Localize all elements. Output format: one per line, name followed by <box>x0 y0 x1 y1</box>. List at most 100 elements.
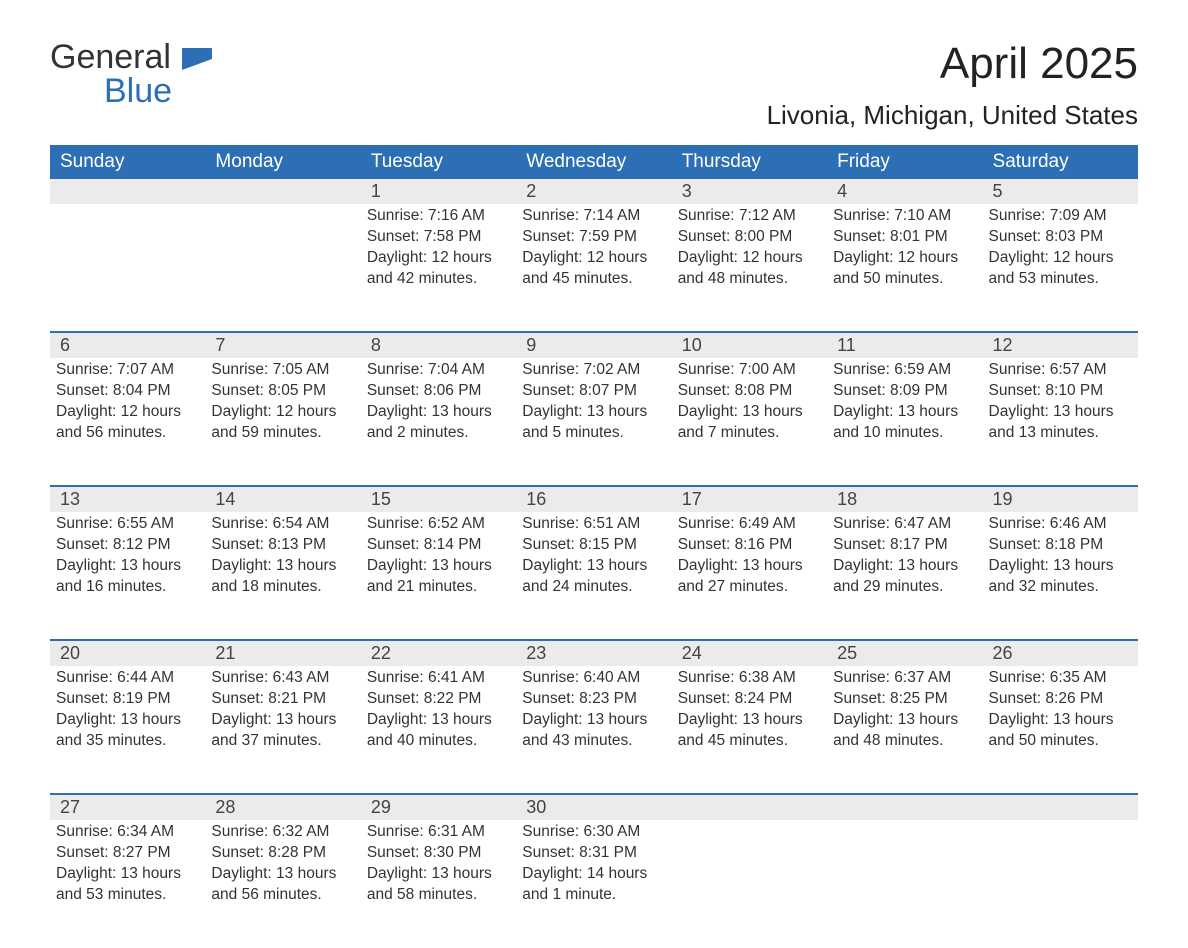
day-cell: Sunrise: 7:04 AMSunset: 8:06 PMDaylight:… <box>361 358 516 486</box>
day-details: Sunrise: 6:54 AMSunset: 8:13 PMDaylight:… <box>211 512 354 598</box>
sunset-label: Sunset: <box>367 690 424 707</box>
day-details: Sunrise: 6:55 AMSunset: 8:12 PMDaylight:… <box>56 512 199 598</box>
daylight-label: Daylight: <box>367 403 432 420</box>
sunrise-label: Sunrise: <box>989 207 1050 224</box>
sunrise-label: Sunrise: <box>367 823 428 840</box>
sunrise-label: Sunrise: <box>211 823 272 840</box>
sunset-label: Sunset: <box>522 228 579 245</box>
day-details: Sunrise: 7:09 AMSunset: 8:03 PMDaylight:… <box>989 204 1132 290</box>
daylight-hours: 13 <box>431 403 448 420</box>
sunset-value: 8:19 PM <box>113 690 171 707</box>
sunrise-label: Sunrise: <box>56 515 117 532</box>
sunrise-value: 6:57 AM <box>1050 361 1107 378</box>
daylight-hours: 13 <box>587 557 604 574</box>
header: General Blue April 2025 Livonia, Michiga… <box>50 40 1138 131</box>
day-cell: Sunrise: 7:10 AMSunset: 8:01 PMDaylight:… <box>827 204 982 332</box>
daylight-label: Daylight: <box>211 557 276 574</box>
daylight-minutes: 27 minutes <box>708 578 784 595</box>
sunrise-label: Sunrise: <box>211 669 272 686</box>
sunrise-label: Sunrise: <box>522 823 583 840</box>
calendar-head: SundayMondayTuesdayWednesdayThursdayFrid… <box>50 145 1138 179</box>
hours-word: hours <box>449 711 492 728</box>
day-details: Sunrise: 6:34 AMSunset: 8:27 PMDaylight:… <box>56 820 199 906</box>
sunset-label: Sunset: <box>989 228 1046 245</box>
sunset-label: Sunset: <box>833 228 890 245</box>
sunset-label: Sunset: <box>367 382 424 399</box>
sunrise-value: 6:30 AM <box>583 823 640 840</box>
sunset-label: Sunset: <box>678 228 735 245</box>
day-number-cell: 27 <box>50 794 205 820</box>
sunrise-label: Sunrise: <box>833 207 894 224</box>
day-details: Sunrise: 6:47 AMSunset: 8:17 PMDaylight:… <box>833 512 976 598</box>
hours-word: hours <box>1070 711 1113 728</box>
daylight-minutes: 24 minutes <box>552 578 628 595</box>
calendar-page: General Blue April 2025 Livonia, Michiga… <box>0 0 1188 918</box>
sunrise-label: Sunrise: <box>522 669 583 686</box>
day-details: Sunrise: 6:32 AMSunset: 8:28 PMDaylight:… <box>211 820 354 906</box>
day-cell: Sunrise: 6:51 AMSunset: 8:15 PMDaylight:… <box>516 512 671 640</box>
day-number-cell: 25 <box>827 640 982 666</box>
and-word: and <box>367 732 397 749</box>
sunrise-value: 7:07 AM <box>117 361 174 378</box>
hours-word: hours <box>1070 557 1113 574</box>
daylight-minutes: 37 minutes <box>242 732 318 749</box>
day-cell: Sunrise: 6:54 AMSunset: 8:13 PMDaylight:… <box>205 512 360 640</box>
hours-word: hours <box>760 711 803 728</box>
and-word: and <box>678 424 708 441</box>
daylight-minutes: 56 minutes <box>86 424 162 441</box>
sunset-label: Sunset: <box>989 536 1046 553</box>
hours-word: hours <box>138 711 181 728</box>
daylight-hours: 13 <box>276 711 293 728</box>
sunset-label: Sunset: <box>211 382 268 399</box>
and-word: and <box>989 578 1019 595</box>
daylight-label: Daylight: <box>522 249 587 266</box>
day-details: Sunrise: 6:41 AMSunset: 8:22 PMDaylight:… <box>367 666 510 752</box>
day-number-cell <box>50 179 205 204</box>
logo: General Blue <box>50 40 212 108</box>
sunrise-label: Sunrise: <box>833 669 894 686</box>
day-number-cell: 29 <box>361 794 516 820</box>
and-word: and <box>522 424 552 441</box>
sunset-value: 8:21 PM <box>268 690 326 707</box>
hours-word: hours <box>293 403 336 420</box>
sunset-value: 8:09 PM <box>890 382 948 399</box>
day-number-row: 6789101112 <box>50 332 1138 358</box>
and-word: and <box>211 578 241 595</box>
sunset-value: 7:59 PM <box>579 228 637 245</box>
sunrise-value: 7:09 AM <box>1050 207 1107 224</box>
daylight-hours: 13 <box>742 711 759 728</box>
month-title: April 2025 <box>767 40 1138 88</box>
sunrise-value: 7:10 AM <box>894 207 951 224</box>
and-word: and <box>678 270 708 287</box>
day-details: Sunrise: 7:07 AMSunset: 8:04 PMDaylight:… <box>56 358 199 444</box>
hours-word: hours <box>604 557 647 574</box>
daylight-label: Daylight: <box>833 249 898 266</box>
sunrise-value: 6:55 AM <box>117 515 174 532</box>
sunset-value: 8:00 PM <box>735 228 793 245</box>
daylight-hours: 14 <box>587 865 604 882</box>
daylight-hours: 12 <box>121 403 138 420</box>
day-number-cell: 26 <box>983 640 1138 666</box>
daylight-minutes: 53 minutes <box>1019 270 1095 287</box>
day-cell: Sunrise: 6:35 AMSunset: 8:26 PMDaylight:… <box>983 666 1138 794</box>
sunrise-value: 6:35 AM <box>1050 669 1107 686</box>
sunrise-label: Sunrise: <box>833 361 894 378</box>
sunset-label: Sunset: <box>989 690 1046 707</box>
daylight-label: Daylight: <box>211 865 276 882</box>
sunrise-label: Sunrise: <box>367 515 428 532</box>
day-header: Tuesday <box>361 145 516 179</box>
daylight-hours: 13 <box>742 403 759 420</box>
and-word: and <box>989 732 1019 749</box>
sunrise-label: Sunrise: <box>989 361 1050 378</box>
daylight-label: Daylight: <box>56 557 121 574</box>
day-number-cell: 30 <box>516 794 671 820</box>
day-details: Sunrise: 6:51 AMSunset: 8:15 PMDaylight:… <box>522 512 665 598</box>
sunset-label: Sunset: <box>56 690 113 707</box>
daylight-hours: 13 <box>276 865 293 882</box>
daylight-minutes: 2 minutes <box>397 424 464 441</box>
hours-word: hours <box>760 403 803 420</box>
daylight-minutes: 16 minutes <box>86 578 162 595</box>
day-details: Sunrise: 6:43 AMSunset: 8:21 PMDaylight:… <box>211 666 354 752</box>
sunrise-value: 7:05 AM <box>273 361 330 378</box>
and-word: and <box>678 578 708 595</box>
